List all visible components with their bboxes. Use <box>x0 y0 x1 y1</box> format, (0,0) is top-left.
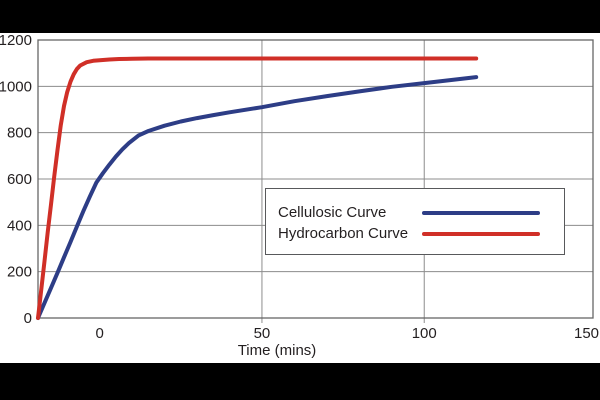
x-tick-label: 50 <box>254 325 271 342</box>
plot-border <box>37 39 594 319</box>
bottom-letterbox-bar <box>0 363 600 400</box>
series-curve-cellulosic <box>36 75 479 320</box>
chart-svg: 0 200 400 600 800 1000 1200 0 50 100 150 <box>0 33 599 342</box>
legend-line-swatch-red <box>422 231 540 236</box>
y-tick-label: 0 <box>24 310 32 327</box>
series-curve-hydrocarbon <box>36 56 479 320</box>
y-tick-label: 1000 <box>0 78 32 95</box>
x-tick-label: 0 <box>95 325 103 342</box>
y-tick-label: 1200 <box>0 33 32 49</box>
legend-label-hydrocarbon: Hydrocarbon Curve <box>278 225 409 242</box>
legend-line-swatch-blue <box>422 210 540 215</box>
chart-canvas: 0 200 400 600 800 1000 1200 0 50 100 150 Cellulosi… <box>0 33 600 363</box>
top-letterbox-bar <box>0 0 600 33</box>
x-tick-label: 100 <box>412 325 437 342</box>
x-tick-label: 150 <box>574 325 599 342</box>
legend-label-cellulosic: Cellulosic Curve <box>278 204 387 221</box>
y-tick-label: 400 <box>7 217 32 234</box>
chart-legend: Cellulosic Curve Hydrocarbon Curve <box>265 188 565 255</box>
y-tick-label: 600 <box>7 171 32 188</box>
x-axis-title: Time (mins) <box>237 342 317 359</box>
legend-item-cellulosic: Cellulosic Curve <box>278 202 540 223</box>
y-tick-label: 200 <box>7 264 32 281</box>
legend-item-hydrocarbon: Hydrocarbon Curve <box>278 223 540 244</box>
y-tick-label: 800 <box>7 125 32 142</box>
